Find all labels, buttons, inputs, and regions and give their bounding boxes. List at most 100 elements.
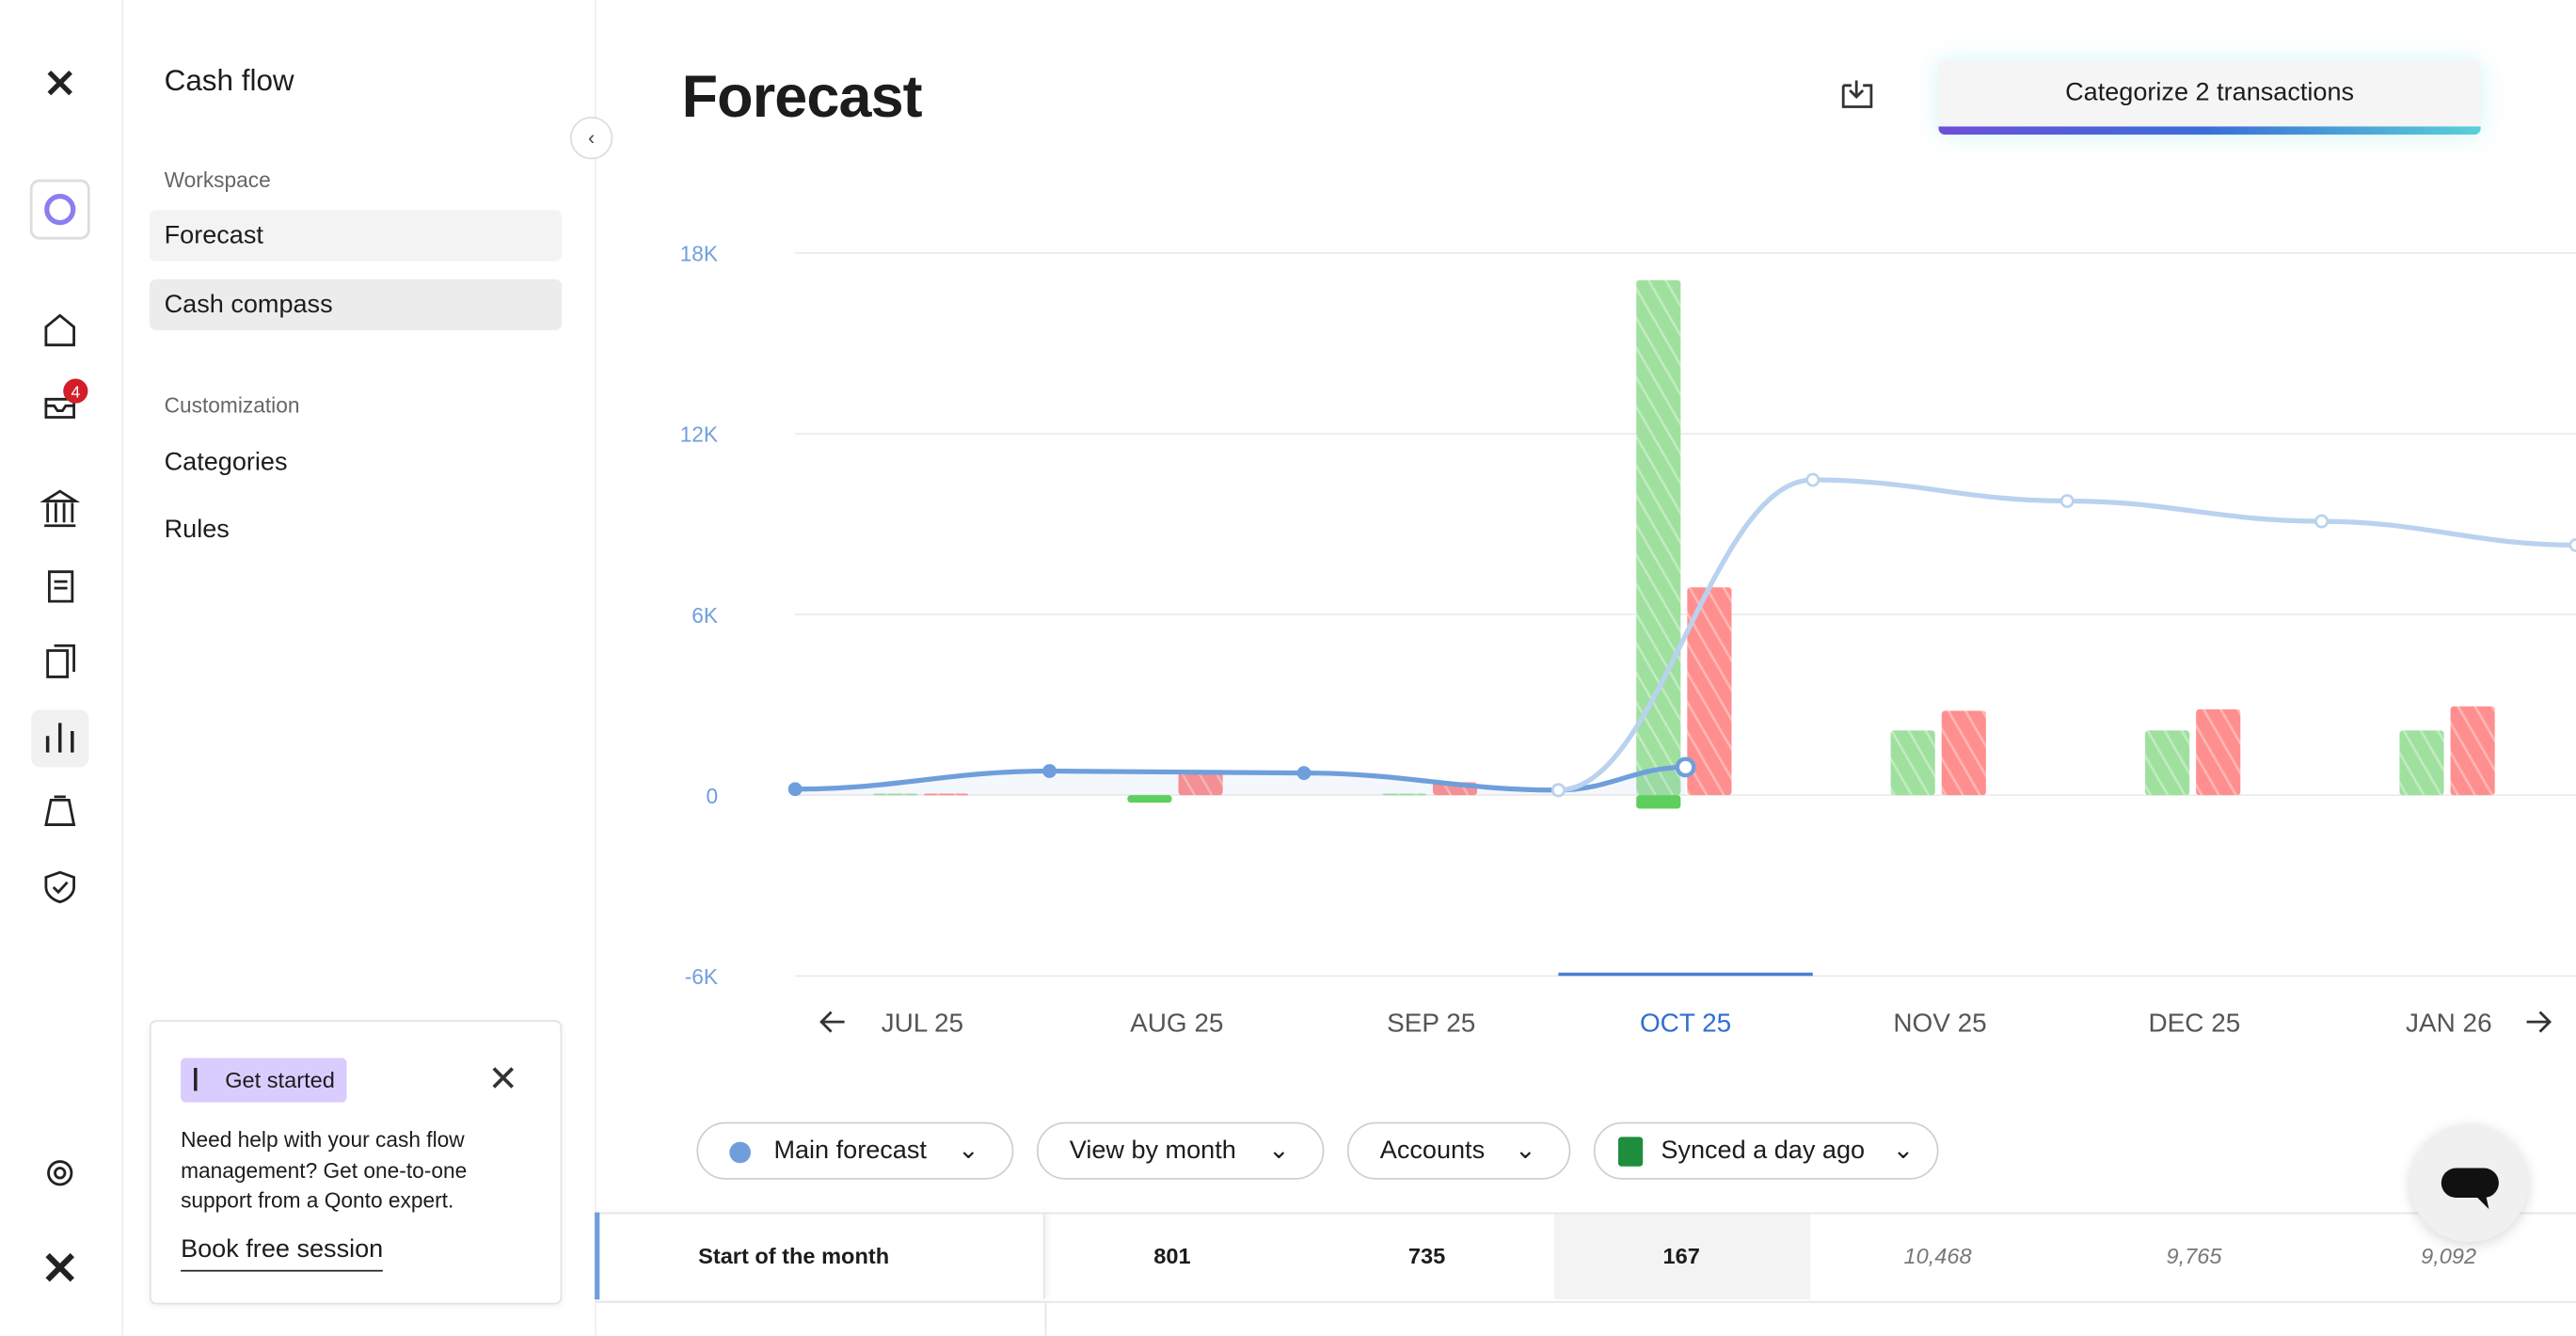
bar	[2399, 730, 2444, 796]
logo-bottom	[45, 1252, 74, 1282]
balance-point	[1550, 783, 1566, 798]
y-tick-label: 0	[706, 784, 718, 808]
table-cell: 735	[1407, 1243, 1446, 1269]
x-tick-label: SEP 25	[1387, 1009, 1475, 1038]
chevron: ⌄	[958, 1137, 979, 1166]
sheet-icon	[1617, 1137, 1644, 1167]
balance-point	[1805, 472, 1821, 487]
bar	[2145, 730, 2190, 796]
x-tick-label: AUG 25	[1130, 1009, 1223, 1038]
balance-point	[787, 782, 803, 797]
balance-line	[795, 764, 1686, 793]
balance-point	[2059, 494, 2075, 508]
inbox-icon[interactable]	[44, 397, 75, 419]
bar	[872, 793, 918, 796]
promo-tag: Get started	[181, 1058, 347, 1103]
chart-icon[interactable]	[45, 723, 74, 753]
chat-button[interactable]	[2409, 1123, 2529, 1243]
page-title: Forecast	[681, 62, 923, 130]
bar	[1890, 730, 1935, 796]
badge: 4	[71, 383, 80, 402]
button-bar	[1938, 126, 2481, 135]
collapse-button[interactable]: ‹	[569, 116, 613, 160]
chevron: ⌄	[1514, 1137, 1536, 1166]
table-row	[595, 1212, 2576, 1303]
chart: -6K 0 6K 12K 18K JUL 25 AUG 25 SEP 25 OCT 25 NOV …	[680, 242, 2576, 1038]
table-cell: 167	[1662, 1243, 1700, 1269]
bar	[1127, 795, 1172, 803]
chat-icon	[2441, 1168, 2499, 1210]
bar	[924, 793, 969, 796]
filter[interactable]: Accounts ⌄	[1346, 1121, 1571, 1180]
panel-title: Cash flow	[164, 64, 294, 98]
x-tick-label: JUL 25	[882, 1009, 963, 1038]
logo[interactable]	[47, 70, 72, 96]
icon-rail: 4	[0, 0, 123, 1336]
prev-arrow[interactable]	[819, 1010, 845, 1033]
y-tick-label: 18K	[680, 242, 718, 266]
nav-item[interactable]: Cash compass	[149, 278, 563, 330]
bar	[2450, 706, 2495, 796]
nav-item[interactable]: Categories	[164, 448, 288, 477]
filter[interactable]: Main forecast ⌄	[696, 1121, 1014, 1180]
nav-item[interactable]: Rules	[164, 516, 230, 544]
row-label: Start of the month	[595, 1212, 1045, 1300]
section-label: Workspace	[164, 167, 271, 193]
home-icon[interactable]	[44, 313, 75, 347]
next-arrow[interactable]	[2526, 1010, 2552, 1033]
y-tick-label: -6K	[685, 964, 718, 989]
promo-card: Get started ✕ Need help with your cash f…	[149, 1020, 563, 1305]
bar	[1381, 793, 1426, 796]
categorize-button[interactable]: Categorize 2 transactions	[1938, 60, 2481, 135]
bar	[1178, 772, 1223, 796]
balance-point	[1042, 764, 1057, 778]
rail-icons: 4	[29, 70, 90, 1282]
x-tick-label: DEC 25	[2149, 1009, 2241, 1038]
y-tick-label: 6K	[692, 603, 718, 628]
nav-item[interactable]: Forecast	[149, 210, 563, 262]
bar	[1636, 795, 1681, 809]
export-icon[interactable]	[1838, 75, 1878, 111]
bar	[1941, 710, 1986, 796]
selected-cell-bg	[1553, 1214, 1811, 1300]
y-tick-label: 12K	[680, 422, 718, 447]
workspace-icon[interactable]	[29, 179, 90, 240]
section-label: Customization	[164, 392, 300, 418]
chevron: ⌄	[1268, 1137, 1290, 1166]
table-cell: 9,092	[2421, 1243, 2477, 1269]
filter[interactable]: Synced a day ago ⌄	[1593, 1121, 1939, 1180]
filter-label: View by month	[1069, 1137, 1236, 1166]
bank-icon[interactable]	[40, 489, 81, 528]
filter[interactable]: View by month ⌄	[1036, 1121, 1325, 1180]
nav-panel: Cash flow Workspace Forecast Cash compas…	[121, 0, 613, 1336]
close-button[interactable]: ✕	[487, 1058, 518, 1100]
table-cell: 801	[1153, 1243, 1191, 1269]
table-cell: 10,468	[1903, 1243, 1972, 1269]
promo-link[interactable]: Book free session	[181, 1235, 384, 1272]
button-label: Categorize 2 transactions	[2065, 78, 2355, 107]
badge-bg	[63, 378, 88, 404]
balance-point	[1296, 766, 1312, 781]
bar	[2196, 708, 2241, 796]
docs-icon[interactable]	[46, 644, 75, 678]
filter-label: Main forecast	[773, 1137, 927, 1166]
chevron: ⌄	[1892, 1137, 1915, 1166]
x-tick-label: OCT 25	[1640, 1009, 1731, 1038]
divider	[1044, 1300, 1047, 1336]
balance-line	[1558, 477, 2576, 793]
dot	[729, 1141, 751, 1164]
filter-label: Accounts	[1379, 1137, 1486, 1166]
balance-point	[2314, 514, 2330, 529]
balance-point	[1675, 756, 1696, 778]
x-tick-label: NOV 25	[1893, 1009, 1986, 1038]
x-tick-label: JAN 26	[2406, 1009, 2492, 1038]
balance-point	[2568, 538, 2576, 552]
bag-icon[interactable]	[44, 795, 76, 826]
settings-icon[interactable]	[47, 1160, 73, 1186]
shield-icon[interactable]	[44, 870, 75, 904]
invoice-icon[interactable]	[47, 570, 74, 603]
table-cell: 9,765	[2166, 1243, 2222, 1269]
promo-text: Need help with your cash flow management…	[181, 1126, 468, 1213]
